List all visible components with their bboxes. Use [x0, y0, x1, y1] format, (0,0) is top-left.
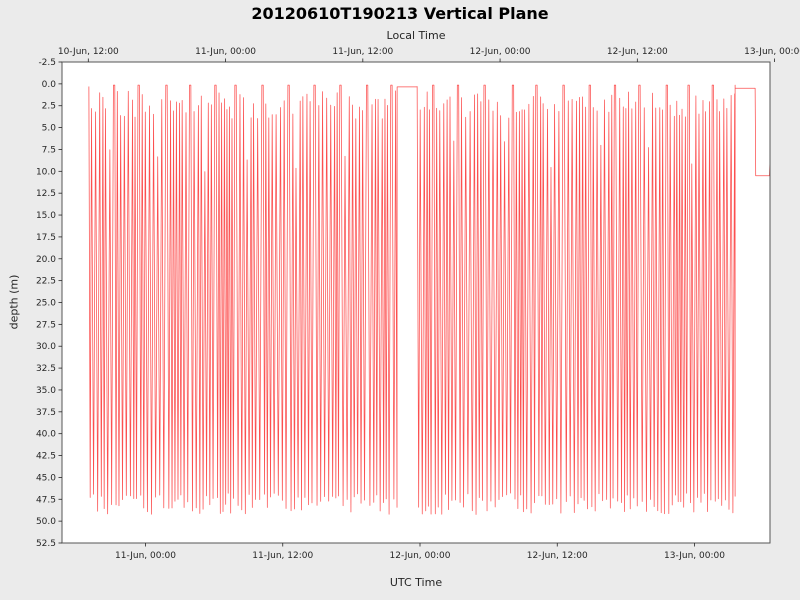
x-tick-top-label: 12-Jun, 00:00	[470, 47, 531, 57]
x-tick-top-label: 11-Jun, 00:00	[195, 47, 256, 57]
chart-title: 20120610T190213 Vertical Plane	[251, 4, 549, 23]
y-tick-label: 5.0	[42, 124, 57, 134]
y-tick-label: 20.0	[36, 255, 56, 265]
bottom-axis-label: UTC Time	[389, 576, 443, 589]
y-tick-label: 2.5	[42, 102, 56, 112]
y-tick-label: 27.5	[36, 320, 56, 330]
y-tick-label: 0.0	[42, 80, 57, 90]
x-tick-bottom-label: 11-Jun, 12:00	[252, 551, 313, 561]
x-tick-bottom-label: 12-Jun, 00:00	[390, 551, 451, 561]
y-tick-label: 22.5	[36, 277, 56, 287]
y-tick-label: -2.5	[38, 58, 56, 68]
depth-series-line	[88, 84, 770, 515]
x-tick-top-label: 13-Jun, 00:00	[744, 47, 800, 57]
y-tick-label: 40.0	[36, 430, 56, 440]
y-tick-label: 25.0	[36, 299, 56, 309]
x-tick-bottom-label: 13-Jun, 00:00	[664, 551, 725, 561]
y-tick-label: 45.0	[36, 473, 56, 483]
x-tick-bottom-label: 12-Jun, 12:00	[527, 551, 588, 561]
x-tick-top-label: 11-Jun, 12:00	[332, 47, 393, 57]
y-tick-label: 17.5	[36, 233, 56, 243]
y-tick-label: 32.5	[36, 364, 56, 374]
y-tick-label: 15.0	[36, 211, 56, 221]
x-tick-top-label: 12-Jun, 12:00	[607, 47, 668, 57]
y-tick-label: 47.5	[36, 495, 56, 505]
y-tick-label: 12.5	[36, 189, 56, 199]
x-tick-bottom-label: 11-Jun, 00:00	[115, 551, 176, 561]
y-tick-label: 30.0	[36, 342, 56, 352]
y-tick-label: 10.0	[36, 167, 56, 177]
y-axis-label: depth (m)	[7, 274, 21, 330]
y-tick-label: 42.5	[36, 452, 56, 462]
top-axis-label: Local Time	[386, 29, 446, 42]
y-tick-label: 7.5	[42, 145, 56, 155]
x-tick-top-label: 10-Jun, 12:00	[58, 47, 119, 57]
y-tick-label: 37.5	[36, 408, 56, 418]
y-tick-label: 35.0	[36, 386, 56, 396]
y-tick-label: 52.5	[36, 539, 56, 549]
y-tick-label: 50.0	[36, 517, 56, 527]
